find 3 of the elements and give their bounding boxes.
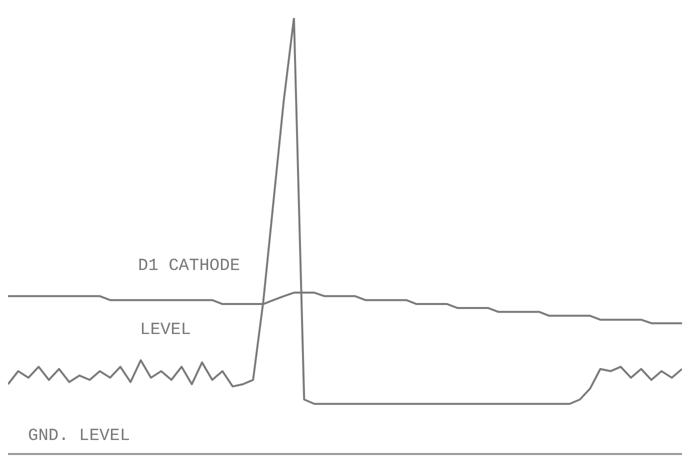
annotation: GND. LEVEL [28,427,130,446]
annotation: D1 CATHODE [138,257,240,276]
annotation: LEVEL [140,321,192,340]
